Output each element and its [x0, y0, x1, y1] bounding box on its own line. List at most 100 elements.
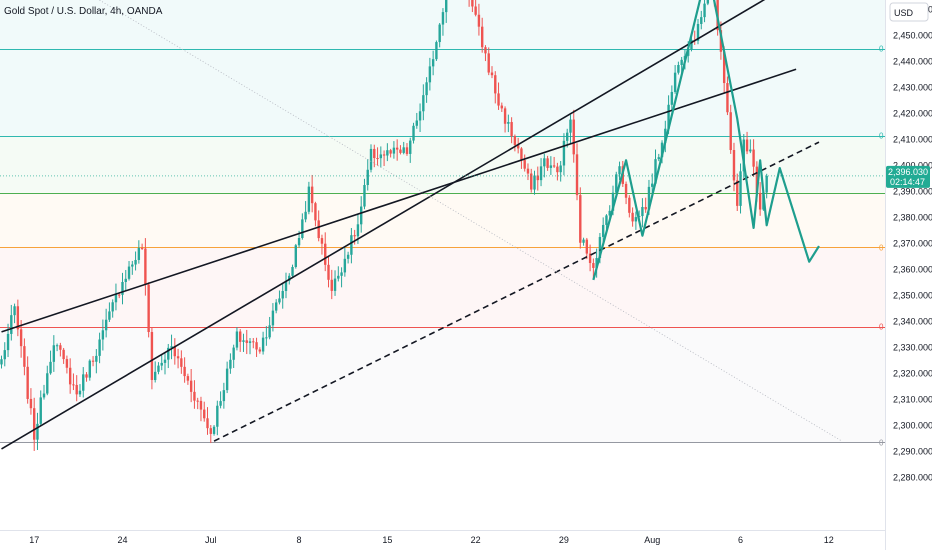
- candle-body: [445, 0, 448, 13]
- time-tick-label: 24: [117, 535, 127, 545]
- candle-body: [484, 47, 487, 54]
- candle-body: [189, 380, 193, 392]
- trendline-solid[interactable]: [1, 68, 797, 333]
- candle-body: [552, 165, 556, 167]
- candle-body: [588, 253, 592, 264]
- candle-body: [405, 147, 409, 154]
- candle-body: [422, 95, 425, 112]
- candle-body: [703, 3, 706, 18]
- candle-body: [65, 359, 69, 368]
- candle-body: [363, 185, 366, 207]
- candle-body: [382, 154, 386, 156]
- candle-body: [575, 154, 579, 196]
- level-zone: [0, 326, 885, 443]
- candle-body: [140, 247, 144, 249]
- candle-body: [726, 83, 729, 113]
- candle-body: [706, 0, 710, 4]
- candle-body: [543, 158, 546, 167]
- time-axis[interactable]: 17 24 Jul 8 15 22 29 Aug 6 12: [29, 535, 834, 545]
- level-marker: 0: [879, 132, 884, 141]
- currency-button[interactable]: USD: [889, 2, 929, 22]
- candle-body: [327, 264, 330, 280]
- level-marker: 0: [879, 438, 884, 447]
- candle-body: [0, 359, 3, 365]
- zigzag-path[interactable]: [592, 0, 820, 281]
- candle-body: [324, 243, 327, 265]
- candle-body: [480, 26, 484, 48]
- candle-body: [696, 23, 700, 41]
- candle-body: [248, 341, 252, 343]
- candle-body: [52, 345, 56, 362]
- trendline-dotted[interactable]: [2, 0, 843, 442]
- candle-body: [546, 158, 549, 168]
- trendlines[interactable]: [1, 0, 843, 450]
- candle-body: [186, 376, 190, 381]
- zigzag-projection[interactable]: [592, 0, 820, 281]
- candle-body: [167, 347, 170, 360]
- candle-body: [520, 148, 523, 160]
- candle-body: [320, 238, 324, 244]
- candle-body: [229, 359, 232, 369]
- candle-body: [353, 235, 356, 237]
- candle-body: [618, 166, 621, 175]
- candle-body: [566, 132, 569, 141]
- candle-body: [346, 254, 350, 259]
- candle-body: [765, 175, 768, 193]
- candle-body: [134, 259, 137, 265]
- candle-body: [700, 17, 703, 24]
- candle-body: [732, 150, 736, 181]
- candle-body: [108, 311, 111, 320]
- candle-body: [29, 398, 33, 409]
- candle-body: [435, 42, 438, 60]
- candle-body: [265, 337, 268, 339]
- candle-body: [88, 360, 91, 378]
- candle-body: [6, 333, 10, 351]
- candle-body: [533, 175, 536, 190]
- candle-body: [193, 391, 196, 401]
- candle-body: [150, 332, 154, 380]
- candle-body: [85, 374, 88, 378]
- candle-body: [137, 247, 141, 260]
- candle-body: [121, 281, 124, 295]
- candle-body: [206, 418, 209, 429]
- time-tick-label: 22: [471, 535, 481, 545]
- time-tick-label: 6: [738, 535, 743, 545]
- candle-body: [428, 66, 432, 83]
- price-tick-label: 2,370.000: [893, 239, 932, 249]
- candle-body: [690, 39, 693, 50]
- candle-body: [425, 82, 428, 96]
- candle-body: [59, 345, 62, 350]
- candle-body: [670, 91, 674, 105]
- candle-body: [62, 349, 65, 360]
- candle-body: [503, 108, 507, 124]
- price-badge-countdown: 02:14:47: [890, 177, 925, 187]
- candle-body: [605, 215, 608, 225]
- candle-body: [196, 400, 199, 402]
- candle-body: [657, 157, 660, 160]
- candle-body: [78, 390, 82, 395]
- candle-body: [745, 139, 749, 152]
- price-tick-label: 2,290.000: [893, 447, 932, 457]
- candle-body: [222, 390, 226, 402]
- candle-body: [104, 319, 108, 331]
- candle-body: [55, 345, 59, 347]
- candle-body: [549, 165, 553, 168]
- candle-body: [225, 368, 229, 391]
- candle-body: [219, 401, 222, 406]
- candle-body: [526, 168, 530, 174]
- candle-body: [412, 125, 415, 141]
- candle-body: [310, 186, 314, 204]
- candle-body: [582, 239, 585, 243]
- candle-body: [660, 142, 664, 158]
- time-tick-label: 15: [382, 535, 392, 545]
- candle-body: [758, 192, 762, 210]
- candle-body: [644, 206, 647, 210]
- candle-body: [13, 306, 16, 316]
- candle-body: [373, 148, 376, 159]
- trendline-dashed[interactable]: [213, 141, 820, 442]
- candle-body: [673, 72, 677, 92]
- candle-body: [75, 384, 78, 395]
- trendline-solid[interactable]: [1, 0, 797, 450]
- price-badge: 2,396.030 02:14:47: [0, 165, 930, 188]
